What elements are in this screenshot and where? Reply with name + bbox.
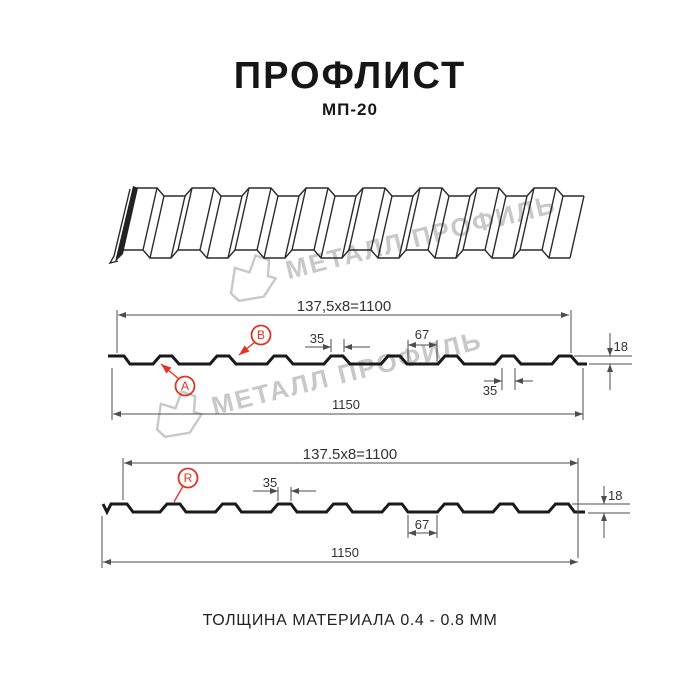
side-label-b: B bbox=[238, 324, 272, 356]
cross-section-top: 137,5x8=1100 35 67 18 bbox=[108, 298, 632, 420]
profile-3d-drawing bbox=[108, 186, 585, 265]
side-label-a: A bbox=[160, 363, 196, 397]
dimension-valley-67: 67 bbox=[407, 515, 438, 538]
dim-coverage-label: 137.5x8=1100 bbox=[303, 446, 397, 463]
dim-rib-top-label: 35 bbox=[310, 331, 324, 346]
product-code: МП-20 bbox=[322, 100, 378, 119]
side-label-b-text: B bbox=[257, 328, 265, 342]
dim-height-label: 18 bbox=[608, 488, 622, 503]
thickness-note: ТОЛЩИНА МАТЕРИАЛА 0.4 - 0.8 ММ bbox=[202, 612, 498, 629]
dimension-coverage-width: 137,5x8=1100 bbox=[116, 298, 572, 353]
dim-coverage-label: 137,5x8=1100 bbox=[297, 298, 391, 315]
side-label-a-text: A bbox=[181, 379, 189, 393]
dim-valley-label: 67 bbox=[415, 327, 429, 342]
dimension-rib-top-35-lower: 35 bbox=[483, 368, 533, 398]
dimension-height-18: 18 bbox=[572, 486, 630, 538]
page-title: ПРОФЛИСТ bbox=[233, 55, 467, 97]
side-label-r: R bbox=[173, 467, 199, 503]
dim-overall-label: 1150 bbox=[331, 545, 359, 560]
dim-rib-top-lower-label: 35 bbox=[483, 383, 497, 398]
dimension-rib-top-35: 35 bbox=[253, 475, 316, 501]
profile-outline bbox=[101, 502, 585, 516]
side-label-r-text: R bbox=[184, 471, 193, 485]
dimension-rib-top-35: 35 bbox=[305, 331, 370, 352]
dim-overall-label: 1150 bbox=[332, 397, 360, 412]
dim-valley-label: 67 bbox=[415, 517, 429, 532]
dimension-valley-67: 67 bbox=[407, 327, 438, 362]
cross-section-bottom: 137.5x8=1100 35 67 18 bbox=[101, 446, 630, 568]
dimension-height-18: 18 bbox=[574, 333, 632, 390]
dim-rib-top-label: 35 bbox=[263, 475, 277, 490]
dimension-coverage-width: 137.5x8=1100 bbox=[122, 446, 579, 558]
dimension-overall-width: 1150 bbox=[111, 368, 584, 420]
dim-height-label: 18 bbox=[614, 339, 628, 354]
dimension-overall-width: 1150 bbox=[101, 516, 578, 568]
profile-outline bbox=[108, 354, 587, 366]
sheet-cut-edge bbox=[115, 186, 138, 262]
